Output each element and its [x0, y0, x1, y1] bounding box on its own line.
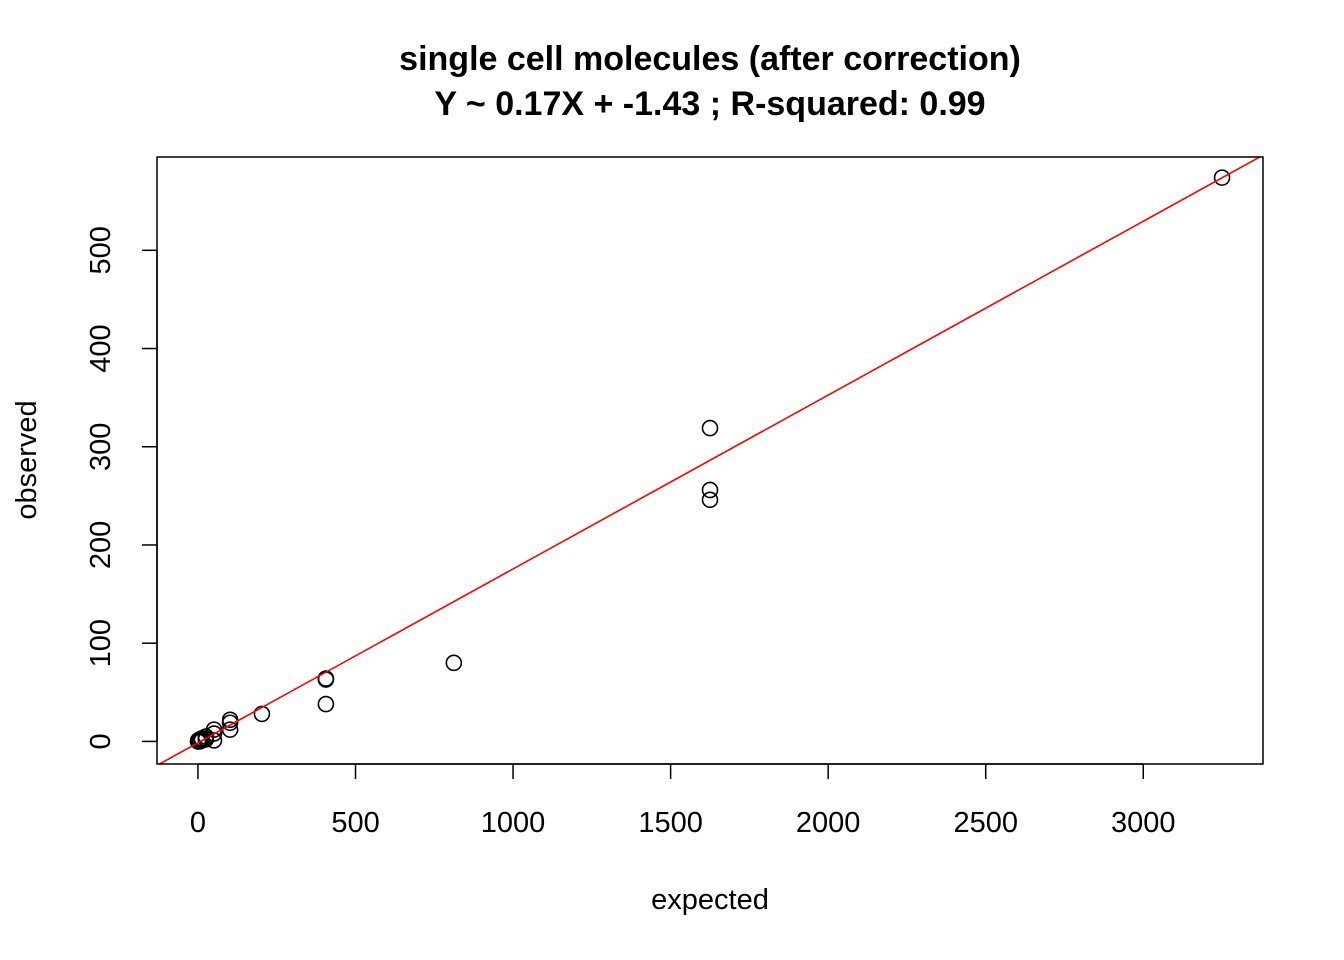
- x-tick-label: 2000: [796, 807, 861, 839]
- y-tick-label: 400: [85, 324, 117, 372]
- y-tick-label: 100: [85, 619, 117, 667]
- plot-layer: [157, 157, 1262, 764]
- data-point: [445, 654, 463, 672]
- data-point: [253, 705, 271, 723]
- x-tick-label: 500: [331, 807, 379, 839]
- y-axis-label: observed: [11, 400, 43, 519]
- data-point: [221, 714, 239, 732]
- x-tick-label: 2500: [953, 807, 1018, 839]
- data-point: [317, 695, 335, 713]
- y-tick-label: 200: [85, 521, 117, 569]
- data-point: [1213, 169, 1231, 186]
- y-tick-label: 0: [85, 733, 117, 749]
- fit-line: [157, 157, 1262, 764]
- y-tick-label: 300: [85, 423, 117, 471]
- data-point: [701, 419, 719, 437]
- data-point: [205, 732, 223, 749]
- x-tick-label: 3000: [1111, 807, 1176, 839]
- x-tick-label: 1500: [638, 807, 703, 839]
- x-tick-label: 0: [190, 807, 206, 839]
- chart-title: single cell molecules (after correction): [399, 40, 1021, 78]
- data-point: [701, 481, 719, 499]
- data-point: [205, 725, 223, 742]
- y-tick-label: 500: [85, 226, 117, 274]
- chart-subtitle: Y ~ 0.17X + -1.43 ; R-squared: 0.99: [434, 85, 985, 123]
- data-point: [701, 491, 719, 509]
- x-axis-label: expected: [651, 884, 769, 916]
- x-tick-label: 1000: [481, 807, 546, 839]
